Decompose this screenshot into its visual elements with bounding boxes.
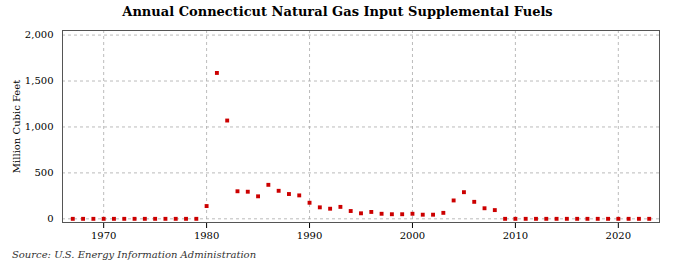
svg-text:500: 500 <box>34 167 53 178</box>
html-text:Annual Connecticut Natural Gas: Annual Connecticut Natural Gas Input Sup… <box>122 4 553 19</box>
svg-text:1970: 1970 <box>91 230 116 241</box>
svg-text:1,000: 1,000 <box>25 121 54 132</box>
html-text:Source: U.S. Energy Informatio: Source: U.S. Energy Information Administ… <box>12 249 257 260</box>
svg-text:0: 0 <box>47 213 53 224</box>
svg-text:2,000: 2,000 <box>25 29 54 40</box>
svg-text:2020: 2020 <box>606 230 631 241</box>
svg-text:2010: 2010 <box>503 230 528 241</box>
svg-text:2000: 2000 <box>400 230 425 241</box>
svg-text:1,500: 1,500 <box>25 75 54 86</box>
svg-text:1980: 1980 <box>194 230 219 241</box>
svg-text:1990: 1990 <box>297 230 322 241</box>
svg-text:Million Cubic Feet: Million Cubic Feet <box>11 80 22 173</box>
